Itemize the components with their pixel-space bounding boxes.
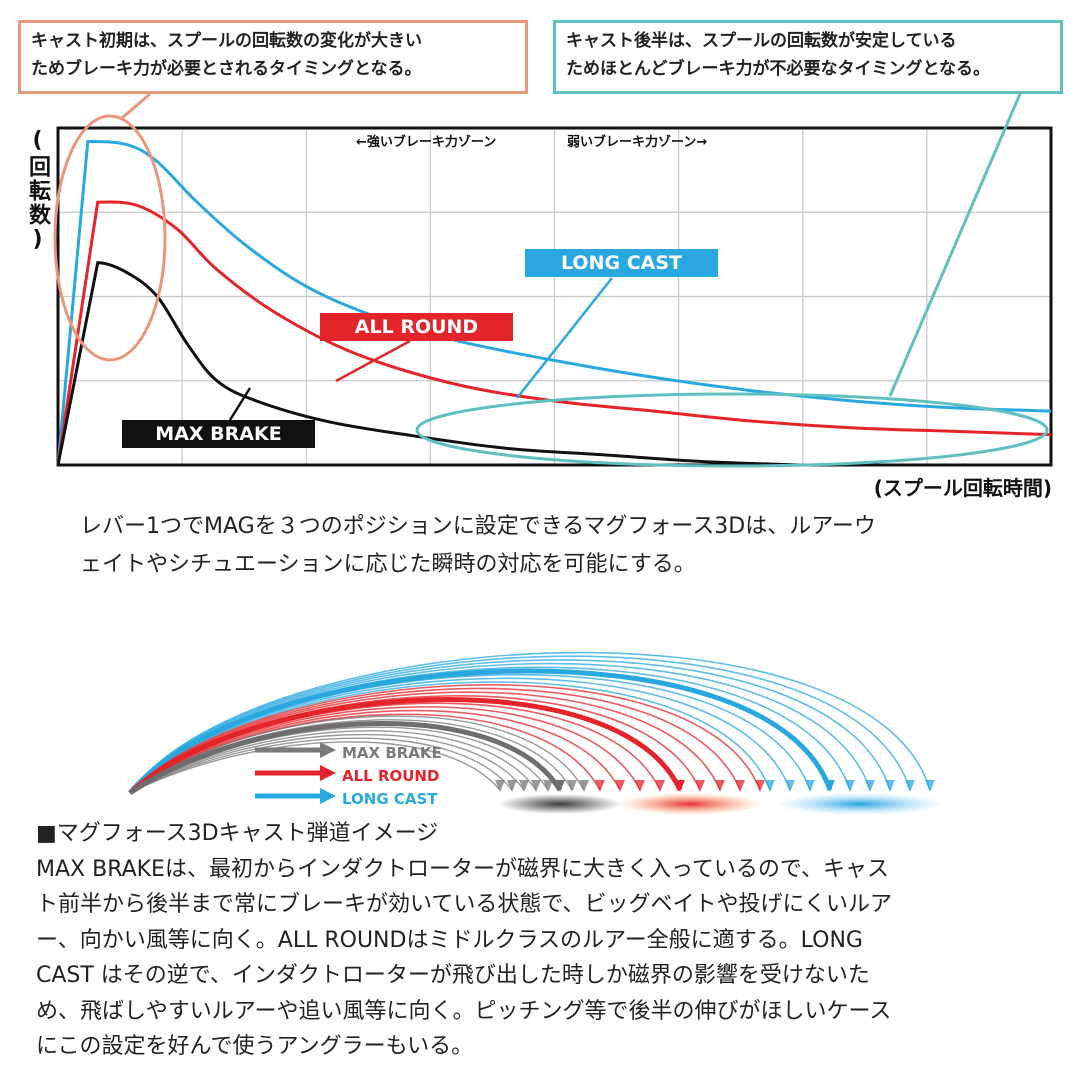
long-cast-pointer: [516, 277, 613, 399]
legend-arrow-head: [320, 788, 336, 804]
max-brake-arc: [128, 720, 563, 796]
callout-late-cast: キャスト後半は、スプールの回転数が安定している ためほとんどブレーキ力が不必要な…: [553, 20, 1063, 94]
all-round-tag-bg: [320, 313, 513, 341]
long-cast-arc-head: [905, 780, 915, 792]
y-axis-title: (回転数): [20, 128, 54, 254]
all-round-landing-zone: [618, 793, 762, 815]
all-round-arc-head: [655, 780, 665, 792]
legend-max-brake: MAX BRAKE: [342, 744, 442, 762]
max-brake-arc-head: [579, 780, 589, 792]
trajectory-description: ■マグフォース3Dキャスト弾道イメージ MAX BRAKEは、最初からインダクト…: [36, 816, 1056, 1065]
chart-grid: [58, 128, 1051, 465]
long-cast-arc: [128, 668, 833, 795]
max-brake-tag-bg: [122, 420, 315, 448]
all-round-arc: [128, 697, 683, 795]
description-line: CAST はその逆で、インダクトローターが飛び出した時しか磁界の影響を受けないた: [36, 963, 870, 988]
long-cast-series-label: LONG CAST: [561, 252, 682, 274]
long-cast-arc-head: [765, 780, 775, 792]
description-heading: ■マグフォース3Dキャスト弾道イメージ: [36, 821, 439, 846]
all-round-arc-head: [755, 780, 765, 792]
long-cast-arc-head: [825, 780, 835, 792]
early-callout-connector: [121, 92, 151, 120]
max-brake-arc-head: [531, 780, 541, 792]
long-cast-arc: [129, 666, 851, 794]
max-brake-arc: [129, 741, 501, 794]
long-cast-landing-zone: [775, 793, 945, 815]
caption-line: ェイトやシチュエーションに応じた瞬時の対応を可能にする。: [80, 552, 696, 577]
all-round-arc: [129, 691, 721, 794]
all-round-pointer: [335, 339, 411, 383]
legend-arrow-head: [320, 742, 336, 758]
all-round-arc-head: [635, 780, 645, 792]
long-cast-arc: [129, 662, 871, 794]
max-brake-pointer: [228, 387, 252, 421]
callout-line: キャスト初期は、スプールの回転数の変化が大きい: [31, 31, 422, 51]
max-brake-arc: [129, 733, 525, 794]
all-round-arc: [129, 695, 701, 794]
caption-line: レバー1つでMAGを３つのポジションに設定できるマグフォース3Dは、ルアーウ: [80, 514, 876, 539]
long-cast-arc: [129, 659, 891, 794]
description-line: め、飛ばしやすいルアーや追い風等に向く。ピッチング等で後半の伸びがほしいケース: [36, 998, 892, 1024]
all-round-arc: [129, 684, 761, 794]
long-cast-arc: [129, 655, 911, 794]
description-line: にこの設定を好んで使うアングラーもいる。: [36, 1034, 474, 1059]
max-brake-arc-head: [519, 780, 529, 792]
all-round-arc-head: [715, 780, 725, 792]
description-line: ト前半から後半まで常にブレーキが効いている状態で、ビッグベイトや投げにくいルア: [36, 892, 893, 917]
max-brake-arc: [129, 730, 537, 794]
callout-line: ためブレーキ力が必要とされるタイミングとなる。: [31, 59, 422, 79]
y-axis-label: (回転数): [25, 128, 50, 254]
max-brake-arc: [129, 715, 585, 794]
long-cast-arc: [129, 651, 931, 794]
chart-caption: レバー1つでMAGを３つのポジションに設定できるマグフォース3Dは、ルアーウ ェ…: [80, 508, 1060, 584]
strong-brake-zone-label: ←強いブレーキ力ゾーン: [356, 135, 497, 150]
all-round-series-label: ALL ROUND: [354, 316, 479, 338]
all-round-arc-head: [675, 780, 685, 792]
trajectory-arcs: [128, 651, 935, 796]
long-cast-arc-head: [785, 780, 795, 792]
max-brake-arc: [129, 719, 573, 794]
callout-line: キャスト後半は、スプールの回転数が安定している: [566, 31, 957, 51]
weak-brake-zone-label: 弱いブレーキ力ゾーン→: [567, 135, 708, 150]
all-round-arc: [129, 687, 741, 794]
all-round-arc: [129, 709, 621, 794]
long-cast-arc-head: [885, 780, 895, 792]
late-callout-connector: [888, 93, 1022, 397]
late-cast-ellipse: [415, 392, 1049, 468]
legend-all-round: ALL ROUND: [342, 767, 440, 785]
max-brake-arc-head: [555, 780, 565, 792]
long-cast-tag-bg: [525, 249, 718, 277]
callout-line: ためほとんどブレーキ力が不必要なタイミングとなる。: [566, 59, 990, 79]
max-brake-arc-head: [507, 780, 517, 792]
max-brake-landing-zone: [498, 794, 622, 814]
early-cast-ellipse: [53, 114, 167, 362]
description-line: MAX BRAKEは、最初からインダクトローターが磁界に大きく入っているので、キ…: [36, 856, 889, 882]
x-axis-title: (スプール回転時間): [873, 476, 1052, 500]
long-cast-arc-head: [865, 780, 875, 792]
max-brake-arc-head: [567, 780, 577, 792]
legend-long-cast: LONG CAST: [342, 790, 438, 808]
rpm-chart: [53, 92, 1053, 468]
chart-frame: [56, 126, 1053, 467]
max-brake-arc: [129, 737, 513, 794]
all-round-arc-head: [695, 780, 705, 792]
cast-trajectory-illustration: [128, 651, 945, 815]
long-cast-arc-head: [925, 780, 935, 792]
max-brake-series-label: MAX BRAKE: [155, 423, 282, 445]
long-cast-arc-head: [805, 780, 815, 792]
all-round-arc-head: [615, 780, 625, 792]
all-round-arc-head: [595, 780, 605, 792]
legend-arrow-head: [320, 765, 336, 781]
all-round-arc-head: [735, 780, 745, 792]
description-line: ー、向かい風等に向く。ALL ROUNDはミドルクラスのルアー全般に適する。LO…: [36, 927, 863, 953]
callout-early-cast: キャスト初期は、スプールの回転数の変化が大きい ためブレーキ力が必要とされるタイ…: [18, 20, 528, 94]
long-cast-arc-head: [845, 780, 855, 792]
max-brake-arc-head: [495, 780, 505, 792]
trajectory-legend-arrows: [255, 742, 336, 804]
max-brake-arc-head: [543, 780, 553, 792]
all-round-curve: [56, 200, 1052, 466]
